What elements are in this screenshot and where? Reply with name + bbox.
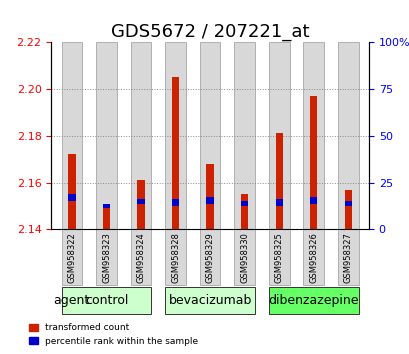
Bar: [206, 164, 213, 229]
Bar: [61, 42, 82, 229]
FancyBboxPatch shape: [165, 229, 186, 285]
FancyBboxPatch shape: [96, 229, 117, 285]
Text: GSM958323: GSM958323: [102, 232, 111, 282]
Bar: [103, 204, 110, 208]
Title: GDS5672 / 207221_at: GDS5672 / 207221_at: [110, 23, 309, 41]
FancyBboxPatch shape: [61, 229, 82, 285]
Bar: [165, 42, 186, 229]
Bar: [199, 42, 220, 229]
FancyBboxPatch shape: [268, 229, 289, 285]
Bar: [68, 194, 75, 201]
Bar: [206, 196, 213, 204]
Text: dibenzazepine: dibenzazepine: [268, 293, 358, 307]
FancyBboxPatch shape: [303, 229, 323, 285]
Text: control: control: [85, 293, 128, 307]
Bar: [344, 189, 351, 229]
Bar: [130, 42, 151, 229]
Legend: transformed count, percentile rank within the sample: transformed count, percentile rank withi…: [25, 320, 201, 349]
Bar: [275, 199, 282, 206]
Bar: [344, 201, 351, 206]
Text: GSM958322: GSM958322: [67, 232, 76, 282]
Text: GSM958329: GSM958329: [205, 232, 214, 282]
FancyBboxPatch shape: [165, 287, 254, 314]
Bar: [68, 154, 75, 229]
Bar: [96, 42, 117, 229]
Text: agent: agent: [53, 293, 89, 307]
Text: GSM958326: GSM958326: [308, 232, 317, 282]
Bar: [337, 42, 358, 229]
FancyBboxPatch shape: [61, 287, 151, 314]
FancyBboxPatch shape: [130, 229, 151, 285]
Bar: [240, 201, 248, 206]
Bar: [234, 42, 254, 229]
Bar: [240, 194, 248, 229]
Bar: [275, 133, 282, 229]
Bar: [171, 78, 179, 229]
Bar: [103, 204, 110, 229]
Bar: [268, 42, 289, 229]
Text: GSM958325: GSM958325: [274, 232, 283, 282]
Text: GSM958330: GSM958330: [240, 232, 249, 282]
Bar: [137, 199, 144, 204]
Bar: [303, 42, 323, 229]
FancyBboxPatch shape: [234, 229, 254, 285]
FancyBboxPatch shape: [199, 229, 220, 285]
Text: bevacizumab: bevacizumab: [168, 293, 251, 307]
Text: GSM958328: GSM958328: [171, 232, 180, 282]
Text: GSM958327: GSM958327: [343, 232, 352, 282]
Bar: [309, 196, 317, 204]
FancyBboxPatch shape: [268, 287, 358, 314]
Bar: [309, 96, 317, 229]
FancyBboxPatch shape: [337, 229, 358, 285]
Bar: [171, 199, 179, 206]
Bar: [137, 180, 144, 229]
Text: GSM958324: GSM958324: [136, 232, 145, 282]
